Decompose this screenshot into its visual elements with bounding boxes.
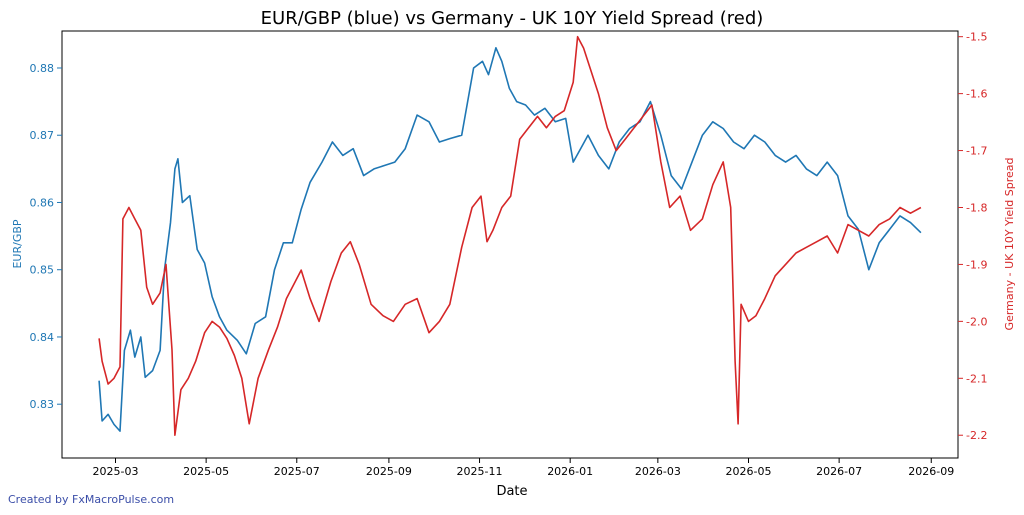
x-tick-label: 2026-07 <box>816 465 862 478</box>
y-right-tick-label: -1.8 <box>966 201 987 214</box>
y-left-tick-label: 0.85 <box>30 264 55 277</box>
y-left-tick-label: 0.87 <box>30 129 55 142</box>
y-right-tick-label: -2.2 <box>966 429 987 442</box>
credit-text: Created by FxMacroPulse.com <box>8 493 175 506</box>
plot-frame <box>61 30 959 459</box>
x-tick-label: 2026-01 <box>547 465 593 478</box>
series-lines <box>98 35 922 437</box>
y-right-tick-label: -2.0 <box>966 315 987 328</box>
y-right-tick-label: -1.7 <box>966 145 987 158</box>
x-tick-label: 2026-05 <box>726 465 772 478</box>
y-left-tick-label: 0.88 <box>30 62 55 75</box>
yield-spread-line <box>98 35 922 437</box>
x-tick-label: 2026-03 <box>635 465 681 478</box>
x-tick-label: 2025-05 <box>183 465 229 478</box>
y-left-tick-label: 0.83 <box>30 398 55 411</box>
x-tick-label: 2025-09 <box>366 465 412 478</box>
x-axis: 2025-03 2025-05 2025-07 2025-09 2025-11 2026-… <box>93 458 954 478</box>
y-axis-right: -2.2 -2.1 -2.0 -1.9 -1.8 -1.7 -1.6 -1.5 <box>958 31 987 442</box>
y-right-tick-label: -1.6 <box>966 88 987 101</box>
x-tick-label: 2025-11 <box>457 465 503 478</box>
x-tick-label: 2026-09 <box>908 465 954 478</box>
y-axis-right-label: Germany - UK 10Y Yield Spread <box>1003 158 1016 331</box>
y-axis-left: 0.83 0.84 0.85 0.86 0.87 0.88 <box>30 62 62 411</box>
eurgbp-line <box>98 46 922 432</box>
y-left-tick-label: 0.84 <box>30 331 55 344</box>
x-tick-label: 2025-07 <box>274 465 320 478</box>
y-right-tick-label: -1.5 <box>966 31 987 44</box>
y-left-tick-label: 0.86 <box>30 196 55 209</box>
x-axis-label: Date <box>496 484 527 499</box>
y-axis-left-label: EUR/GBP <box>11 219 24 268</box>
y-right-tick-label: -2.1 <box>966 372 987 385</box>
chart-title: EUR/GBP (blue) vs Germany - UK 10Y Yield… <box>261 8 764 29</box>
x-tick-label: 2025-03 <box>93 465 139 478</box>
y-right-tick-label: -1.9 <box>966 258 987 271</box>
